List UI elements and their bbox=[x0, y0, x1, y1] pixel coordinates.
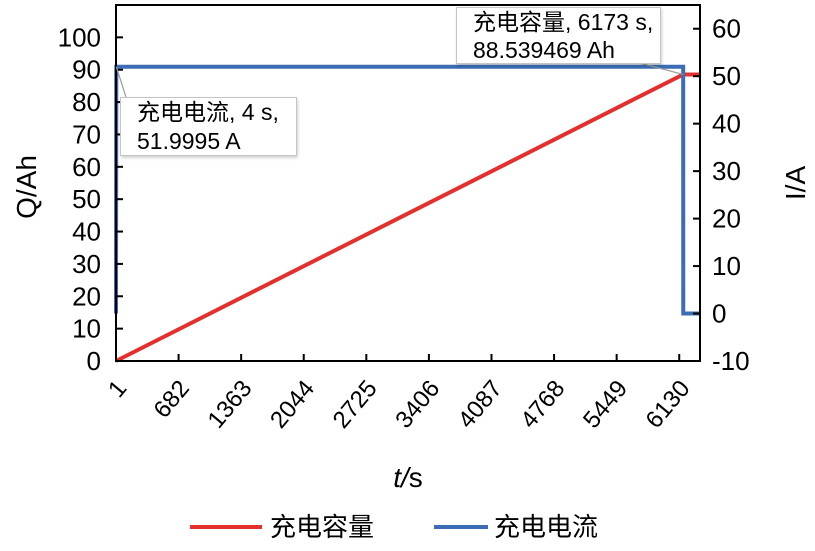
x-axis-label: t/s bbox=[393, 462, 423, 493]
data-tip-pointers bbox=[115, 62, 684, 98]
data-tip-value: 51.9995 A bbox=[137, 128, 241, 154]
y-left-tick-label: 80 bbox=[72, 87, 101, 117]
axis-ticks bbox=[115, 27, 700, 362]
y-axis-left-label: Q/Ah bbox=[11, 155, 42, 219]
y-left-tick-label: 30 bbox=[72, 249, 101, 279]
x-tick-label: 3406 bbox=[390, 375, 445, 433]
data-tip-capacity: 充电容量, 6173 s, 88.539469 Ah bbox=[456, 7, 661, 64]
y-right-tick-label: 50 bbox=[712, 61, 741, 91]
x-tick-label: 2725 bbox=[328, 375, 383, 433]
plot-frame bbox=[115, 4, 701, 362]
x-tick-label: 6130 bbox=[641, 375, 696, 433]
data-tip-line: 充电电流, 4 s, bbox=[137, 99, 279, 125]
data-tip-pointer bbox=[639, 62, 684, 76]
x-tick-label: 1363 bbox=[203, 375, 258, 433]
y-right-tick-label: 40 bbox=[712, 109, 741, 139]
x-tick-label: 4768 bbox=[515, 375, 570, 433]
y-left-tick-label: 0 bbox=[87, 346, 101, 376]
y-left-tick-label: 50 bbox=[72, 184, 101, 214]
legend-swatch-capacity bbox=[190, 525, 262, 529]
legend-swatch-current bbox=[434, 525, 488, 529]
data-tip-current: 充电电流, 4 s, 51.9995 A bbox=[120, 97, 297, 156]
x-tick-label: 1 bbox=[103, 375, 132, 403]
y-left-tick-label: 40 bbox=[72, 217, 101, 247]
y-right-tick-label: 0 bbox=[712, 299, 726, 329]
y-right-tick-label: 60 bbox=[712, 14, 741, 44]
y-left-tick-label: 90 bbox=[72, 55, 101, 85]
y-right-tick-label: -10 bbox=[712, 346, 750, 376]
y-right-tick-label: 30 bbox=[712, 156, 741, 186]
y-left-tick-label: 70 bbox=[72, 119, 101, 149]
y-left-tick-label: 60 bbox=[72, 152, 101, 182]
y-left-tick-label: 100 bbox=[58, 22, 101, 52]
x-tick-label: 4087 bbox=[453, 375, 508, 433]
y-right-tick-label: 20 bbox=[712, 204, 741, 234]
data-tip-pointer bbox=[115, 66, 127, 98]
y-axis-right-label: I/A bbox=[780, 165, 811, 201]
x-tick-label: 682 bbox=[149, 375, 195, 423]
x-tick-label: 5449 bbox=[578, 375, 633, 433]
x-tick-label: 2044 bbox=[265, 375, 320, 433]
y-right-tick-label: 10 bbox=[712, 251, 741, 281]
y-left-tick-label: 20 bbox=[72, 281, 101, 311]
y-left-tick-label: 10 bbox=[72, 314, 101, 344]
legend-label-capacity: 充电容量 bbox=[270, 513, 375, 543]
legend-label-current: 充电电流 bbox=[494, 513, 599, 543]
data-tip-line: 充电容量, 6173 s, bbox=[473, 9, 654, 35]
data-tip-value: 88.539469 Ah bbox=[473, 37, 615, 63]
plot-box bbox=[115, 4, 701, 362]
